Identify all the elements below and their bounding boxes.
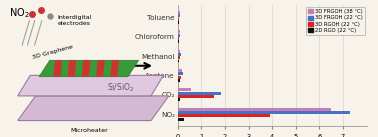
Polygon shape (96, 60, 105, 77)
Bar (178, 69, 182, 72)
Polygon shape (18, 75, 163, 96)
Bar (178, 60, 179, 62)
Polygon shape (39, 60, 139, 77)
Bar (178, 11, 180, 14)
Bar (178, 14, 180, 17)
Text: Si/SiO$_2$: Si/SiO$_2$ (107, 81, 134, 94)
Polygon shape (110, 60, 119, 77)
Bar (178, 34, 180, 37)
Bar (178, 53, 181, 56)
Text: Microheater: Microheater (70, 128, 108, 132)
Polygon shape (82, 60, 91, 77)
Polygon shape (18, 96, 169, 121)
Bar (178, 108, 331, 111)
Bar (178, 30, 180, 33)
Bar (178, 88, 191, 91)
Bar (178, 76, 181, 79)
Bar (178, 92, 222, 95)
Bar (178, 98, 181, 101)
Text: 3D Graphene: 3D Graphene (32, 44, 74, 60)
Bar (178, 111, 350, 114)
Text: Interdigital
electrodes: Interdigital electrodes (57, 15, 92, 26)
Bar (178, 118, 184, 121)
Text: NO$_2$: NO$_2$ (9, 6, 29, 20)
Bar (178, 95, 214, 98)
Polygon shape (53, 60, 62, 77)
Polygon shape (68, 60, 76, 77)
Legend: 3D FRGOH (38 °C), 3D FRGOH (22 °C), 3D RGOH (22 °C), 2D RGO (22 °C): 3D FRGOH (38 °C), 3D FRGOH (22 °C), 3D R… (307, 7, 365, 35)
Bar (178, 37, 179, 40)
Bar (178, 56, 180, 59)
Bar (178, 79, 180, 82)
Bar (178, 72, 183, 75)
Bar (178, 114, 270, 117)
Bar (178, 50, 181, 53)
Bar (178, 18, 179, 21)
